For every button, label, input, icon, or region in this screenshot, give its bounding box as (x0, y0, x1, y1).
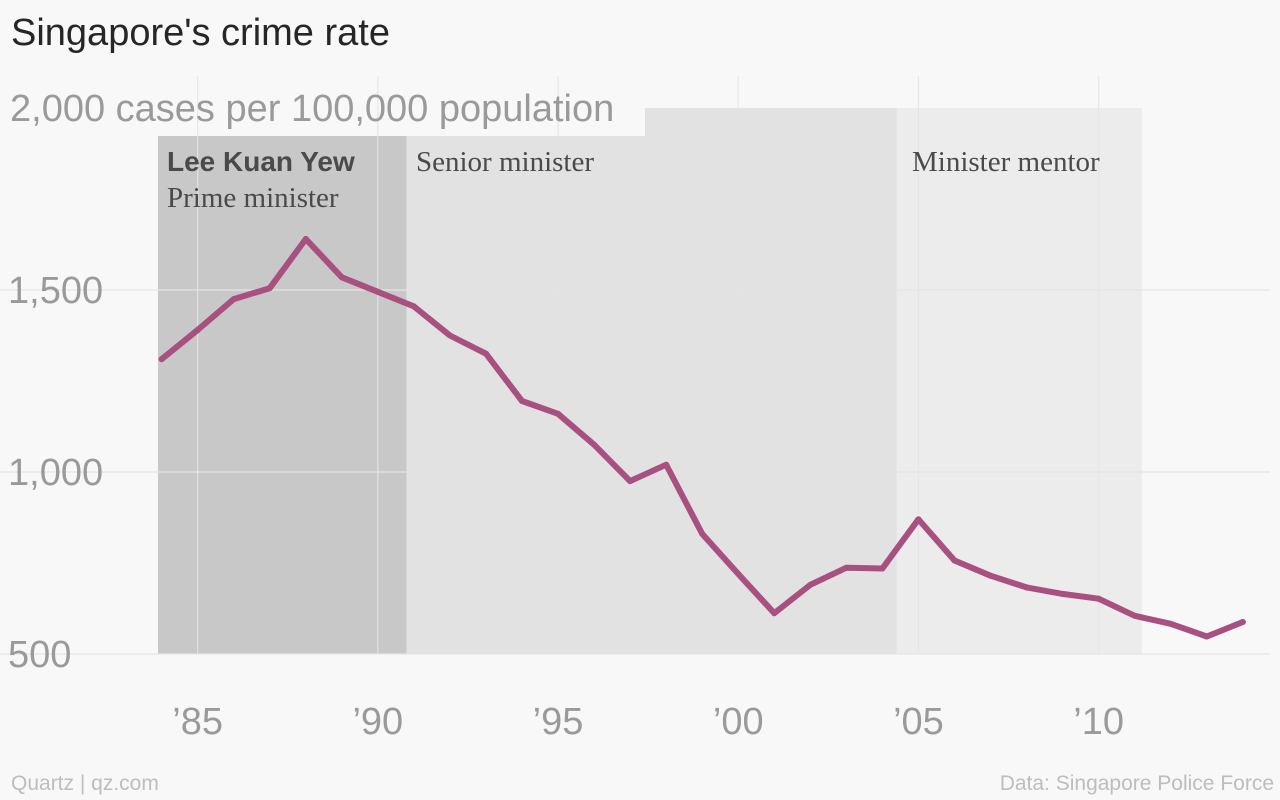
data-point (1167, 620, 1174, 627)
band-prime-minister (158, 136, 407, 654)
band-senior-minister (406, 136, 897, 654)
data-point (699, 530, 706, 537)
data-point (1059, 590, 1066, 597)
x-tick-label: ’90 (352, 701, 403, 743)
footer-source: Data: Singapore Police Force (999, 772, 1274, 795)
data-point (951, 557, 958, 564)
data-point (771, 610, 778, 617)
data-point (627, 478, 634, 485)
data-point (266, 285, 273, 292)
data-point (735, 570, 742, 577)
y-tick-label: 1,000 (8, 452, 103, 494)
band-senior-minister-top (645, 108, 897, 136)
data-point (302, 236, 309, 243)
data-point (338, 274, 345, 281)
data-point (1239, 618, 1246, 625)
data-point (519, 398, 525, 405)
data-point (915, 516, 922, 523)
x-tick-label: ’00 (713, 701, 764, 743)
data-point (1131, 612, 1138, 619)
x-tick-label: ’95 (533, 701, 584, 743)
data-point (410, 303, 417, 310)
band-label-senior-minister: Senior minister (416, 146, 594, 178)
data-point (591, 441, 598, 448)
band-label-minister-mentor: Minister mentor (912, 146, 1100, 178)
data-point (482, 350, 489, 357)
data-point (879, 565, 886, 572)
data-point (446, 332, 453, 339)
data-point (1203, 633, 1210, 640)
data-point (1023, 584, 1030, 591)
y-tick-label: 500 (8, 634, 71, 676)
data-point (807, 581, 814, 588)
data-point (843, 564, 850, 571)
data-point (987, 572, 994, 579)
x-tick-label: ’10 (1073, 701, 1124, 743)
y-tick-label: 1,500 (8, 270, 103, 312)
footer-credit: Quartz | qz.com (11, 772, 159, 795)
data-point (158, 356, 165, 363)
y-axis-label: 2,000 cases per 100,000 population (10, 88, 614, 130)
data-point (663, 461, 670, 468)
data-point (555, 410, 562, 417)
data-point (1095, 595, 1102, 602)
x-tick-label: ’85 (172, 701, 223, 743)
data-point (230, 296, 237, 303)
band-label-lee-kuan-yew: Lee Kuan Yew (167, 146, 355, 177)
band-minister-mentor (896, 108, 1142, 654)
band-label-prime-minister: Prime minister (167, 182, 339, 214)
chart-title: Singapore's crime rate (11, 12, 390, 54)
data-point (194, 327, 201, 334)
x-tick-label: ’05 (893, 701, 944, 743)
data-point (374, 288, 381, 295)
